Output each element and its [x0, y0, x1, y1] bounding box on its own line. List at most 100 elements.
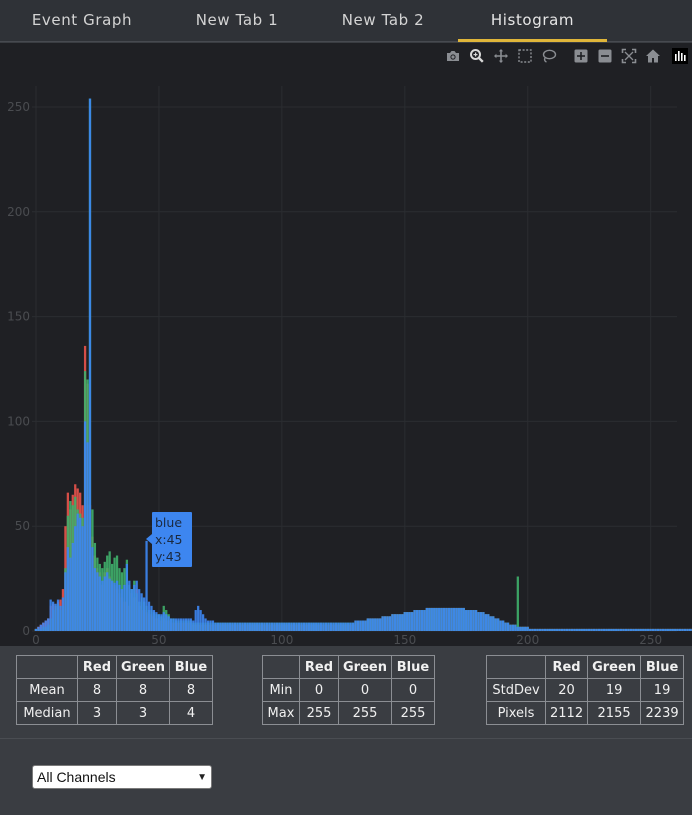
bar-blue[interactable] — [251, 622, 254, 631]
bar-blue[interactable] — [445, 607, 448, 631]
camera-icon[interactable] — [442, 46, 464, 66]
zoom-out-icon[interactable] — [594, 46, 616, 66]
bar-blue[interactable] — [49, 599, 52, 631]
bar-blue[interactable] — [211, 620, 215, 631]
bar-blue[interactable] — [666, 628, 669, 631]
bar-blue[interactable] — [524, 626, 527, 631]
bar-blue[interactable] — [642, 628, 645, 631]
bar-blue[interactable] — [278, 622, 281, 631]
bar-blue[interactable] — [172, 618, 175, 631]
bar-blue[interactable] — [103, 576, 106, 632]
bar-blue[interactable] — [142, 597, 146, 631]
bar-blue[interactable] — [128, 580, 131, 631]
bar-blue[interactable] — [602, 628, 606, 631]
bar-blue[interactable] — [452, 607, 456, 631]
bar-blue[interactable] — [182, 618, 185, 631]
autoscale-icon[interactable] — [618, 46, 640, 66]
bar-blue[interactable] — [575, 628, 578, 631]
bar-blue[interactable] — [268, 622, 271, 631]
bar-blue[interactable] — [101, 580, 104, 631]
bar-blue[interactable] — [209, 620, 212, 631]
bar-blue[interactable] — [263, 622, 266, 631]
bar-blue[interactable] — [683, 628, 687, 631]
bar-blue[interactable] — [37, 626, 40, 631]
bar-blue[interactable] — [167, 616, 170, 631]
bar-blue[interactable] — [588, 628, 591, 631]
bar-blue[interactable] — [418, 610, 421, 631]
bar-blue[interactable] — [86, 442, 89, 631]
histogram-plot-area[interactable]: 0 50 100 150 200 250 0 50 100 150 200 250 — [0, 43, 692, 646]
bar-blue[interactable] — [216, 622, 219, 631]
bar-blue[interactable] — [150, 605, 153, 631]
bar-blue[interactable] — [442, 607, 446, 631]
bar-blue[interactable] — [639, 628, 642, 631]
bar-blue[interactable] — [583, 628, 586, 631]
bar-blue[interactable] — [659, 628, 662, 631]
lasso-select-icon[interactable] — [538, 46, 560, 66]
bar-blue[interactable] — [558, 628, 561, 631]
bar-blue[interactable] — [39, 624, 42, 631]
bar-blue[interactable] — [578, 628, 581, 631]
bar-blue[interactable] — [66, 547, 69, 631]
bar-blue[interactable] — [61, 597, 65, 631]
bar-blue[interactable] — [551, 628, 554, 631]
bar-blue[interactable] — [479, 612, 483, 631]
bar-blue[interactable] — [295, 622, 298, 631]
bar-blue[interactable] — [627, 628, 630, 631]
bar-blue[interactable] — [425, 607, 428, 631]
tab-new-tab-2[interactable]: New Tab 2 — [341, 11, 425, 29]
bar-blue[interactable] — [59, 605, 62, 631]
bar-blue[interactable] — [310, 622, 313, 631]
bar-blue[interactable] — [617, 628, 620, 631]
bar-blue[interactable] — [248, 622, 251, 631]
bar-blue[interactable] — [489, 616, 492, 631]
bar-blue[interactable] — [509, 624, 512, 631]
bar-blue[interactable] — [364, 620, 367, 631]
bar-blue[interactable] — [664, 628, 667, 631]
bar-blue[interactable] — [585, 628, 588, 631]
bar-blue[interactable] — [270, 622, 274, 631]
bar-blue[interactable] — [315, 622, 318, 631]
bar-blue[interactable] — [474, 610, 478, 631]
bar-blue[interactable] — [541, 628, 544, 631]
bar-blue[interactable] — [371, 618, 374, 631]
bar-blue[interactable] — [160, 614, 163, 631]
bar-blue[interactable] — [465, 610, 468, 631]
bar-blue[interactable] — [531, 628, 534, 631]
bar-blue[interactable] — [54, 603, 57, 631]
bar-blue[interactable] — [258, 622, 261, 631]
bar-blue[interactable] — [174, 618, 178, 631]
bar-blue[interactable] — [637, 628, 640, 631]
bar-blue[interactable] — [568, 628, 571, 631]
bar-blue[interactable] — [110, 580, 114, 631]
bar-blue[interactable] — [688, 628, 692, 631]
bar-blue[interactable] — [133, 584, 136, 631]
bar-blue[interactable] — [329, 622, 333, 631]
bar-blue[interactable] — [201, 614, 205, 631]
bar-blue[interactable] — [447, 607, 451, 631]
bar-blue[interactable] — [305, 622, 308, 631]
bar-blue[interactable] — [651, 628, 655, 631]
bar-blue[interactable] — [238, 622, 242, 631]
bar-blue[interactable] — [624, 628, 628, 631]
bar-blue[interactable] — [140, 593, 143, 631]
bar-blue[interactable] — [484, 614, 487, 631]
bar-blue[interactable] — [56, 599, 60, 631]
bar-blue[interactable] — [361, 620, 365, 631]
bar-blue[interactable] — [118, 584, 121, 631]
bar-blue[interactable] — [189, 618, 192, 631]
bar-blue[interactable] — [204, 618, 207, 631]
bar-blue[interactable] — [430, 607, 433, 631]
bar-blue[interactable] — [686, 628, 689, 631]
bar-blue[interactable] — [656, 628, 660, 631]
bar-blue[interactable] — [108, 578, 111, 631]
box-select-icon[interactable] — [514, 46, 536, 66]
bar-blue[interactable] — [521, 626, 524, 631]
bar-blue[interactable] — [622, 628, 625, 631]
bar-blue[interactable] — [349, 622, 352, 631]
bar-blue[interactable] — [499, 620, 502, 631]
bar-blue[interactable] — [433, 607, 436, 631]
bar-blue[interactable] — [138, 589, 141, 631]
bar-blue[interactable] — [396, 614, 399, 631]
bar-blue[interactable] — [226, 622, 229, 631]
